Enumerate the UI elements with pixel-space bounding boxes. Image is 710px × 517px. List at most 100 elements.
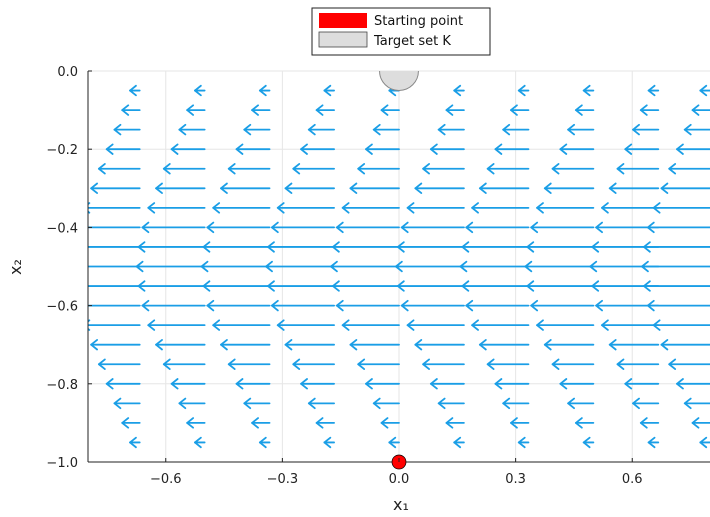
- vector-arrow: [646, 221, 710, 234]
- vector-arrow: [300, 378, 335, 390]
- target-set-k: [379, 71, 419, 91]
- vector-arrow: [251, 417, 271, 429]
- vector-arrow: [121, 104, 141, 116]
- vector-arrow: [699, 84, 710, 97]
- vector-arrow: [220, 338, 271, 351]
- x-tick-label: −0.3: [267, 472, 299, 487]
- vector-arrow: [90, 338, 141, 351]
- vector-arrow: [372, 397, 400, 410]
- vector-arrow: [265, 260, 335, 273]
- vector-arrow: [357, 163, 400, 175]
- vector-arrow: [212, 202, 271, 214]
- vector-arrow: [676, 378, 710, 390]
- vector-arrow: [113, 397, 141, 410]
- vector-arrow: [323, 436, 335, 449]
- x-tick-label: −0.6: [150, 472, 182, 487]
- vector-arrow: [243, 123, 271, 136]
- vector-arrow: [647, 436, 660, 449]
- vector-arrow: [155, 182, 206, 195]
- legend-swatch-starting-point: [319, 13, 367, 28]
- vector-arrow: [206, 299, 271, 312]
- vector-arrow: [471, 319, 530, 331]
- vector-arrow: [601, 202, 660, 214]
- vector-arrow: [536, 319, 595, 331]
- y-tick-label: −0.2: [46, 143, 78, 158]
- vector-arrow: [567, 397, 595, 410]
- vector-arrow: [632, 397, 660, 410]
- vector-arrow: [88, 304, 141, 307]
- vector-arrow: [258, 84, 271, 97]
- y-tick-label: −0.8: [46, 378, 78, 393]
- vector-arrow: [517, 436, 530, 449]
- vector-arrow: [141, 299, 206, 312]
- vector-arrow: [388, 436, 400, 449]
- vector-arrow: [186, 104, 206, 116]
- vector-arrow: [267, 241, 335, 253]
- vector-arrow: [147, 202, 206, 214]
- vector-arrow: [178, 123, 206, 136]
- y-tick-label: −0.4: [46, 221, 78, 236]
- vector-arrow: [396, 241, 465, 253]
- vector-arrow: [400, 299, 465, 312]
- vector-arrow: [341, 319, 400, 331]
- x-tick-label: 0.0: [389, 472, 410, 487]
- vector-arrow: [510, 104, 530, 116]
- vector-arrow: [683, 397, 710, 410]
- vector-arrow: [660, 182, 710, 195]
- vector-arrow: [437, 397, 465, 410]
- vector-arrow: [88, 246, 141, 248]
- vector-arrow: [292, 163, 335, 175]
- vector-arrow: [652, 319, 710, 331]
- vector-arrow: [357, 358, 400, 370]
- x-axis-label: x₁: [393, 495, 409, 514]
- vector-arrow: [639, 417, 660, 429]
- vector-arrow: [227, 163, 271, 175]
- vector-arrow: [202, 280, 271, 292]
- vector-arrow: [530, 221, 595, 234]
- vector-arrow: [459, 260, 530, 273]
- vector-arrow: [641, 260, 710, 273]
- vector-arrow: [276, 202, 335, 214]
- vector-arrow: [639, 104, 660, 116]
- vector-arrow: [683, 123, 710, 136]
- vector-arrow: [536, 202, 595, 214]
- vector-arrow: [668, 163, 710, 175]
- vector-arrow: [461, 280, 530, 292]
- vector-arrow: [559, 143, 595, 155]
- vector-arrow: [601, 319, 660, 331]
- vector-arrow: [243, 397, 271, 410]
- vector-arrow: [494, 143, 530, 155]
- vector-arrow: [90, 182, 141, 195]
- vector-arrow: [349, 182, 400, 195]
- vector-arrow: [220, 182, 271, 195]
- vector-arrow: [608, 182, 660, 195]
- vector-arrow: [258, 436, 271, 449]
- vector-arrow: [162, 358, 206, 370]
- vector-arrow: [567, 123, 595, 136]
- vector-arrow: [206, 221, 271, 234]
- vector-arrow: [394, 260, 465, 273]
- vector-arrow: [624, 378, 660, 390]
- vector-arrow: [461, 241, 530, 253]
- vector-arrow: [315, 104, 335, 116]
- vector-arrow: [194, 84, 206, 97]
- vector-arrow: [341, 202, 400, 214]
- vector-arrow: [502, 123, 530, 136]
- legend-label-starting-point: Starting point: [374, 14, 463, 29]
- vector-arrow: [643, 241, 710, 253]
- vector-arrow: [652, 202, 710, 214]
- vector-arrow: [141, 221, 206, 234]
- vector-arrow: [524, 260, 595, 273]
- vector-arrow: [471, 202, 530, 214]
- vector-arrow: [624, 143, 660, 155]
- vector-arrow: [186, 417, 206, 429]
- vector-arrow: [486, 358, 530, 370]
- vector-arrow: [396, 280, 465, 292]
- vector-arrow: [332, 280, 400, 292]
- vector-arrow: [365, 143, 400, 155]
- vector-arrow: [646, 299, 710, 312]
- y-tick-label: −0.6: [46, 300, 78, 315]
- vector-arrow: [147, 319, 206, 331]
- vector-arrow: [543, 338, 595, 351]
